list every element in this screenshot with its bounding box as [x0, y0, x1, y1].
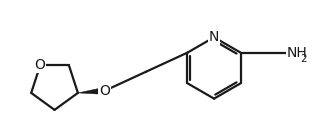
- Text: N: N: [209, 30, 219, 44]
- Text: NH: NH: [287, 46, 307, 60]
- Text: O: O: [35, 59, 45, 73]
- Text: O: O: [99, 84, 110, 98]
- Text: 2: 2: [300, 54, 306, 64]
- Polygon shape: [78, 87, 105, 94]
